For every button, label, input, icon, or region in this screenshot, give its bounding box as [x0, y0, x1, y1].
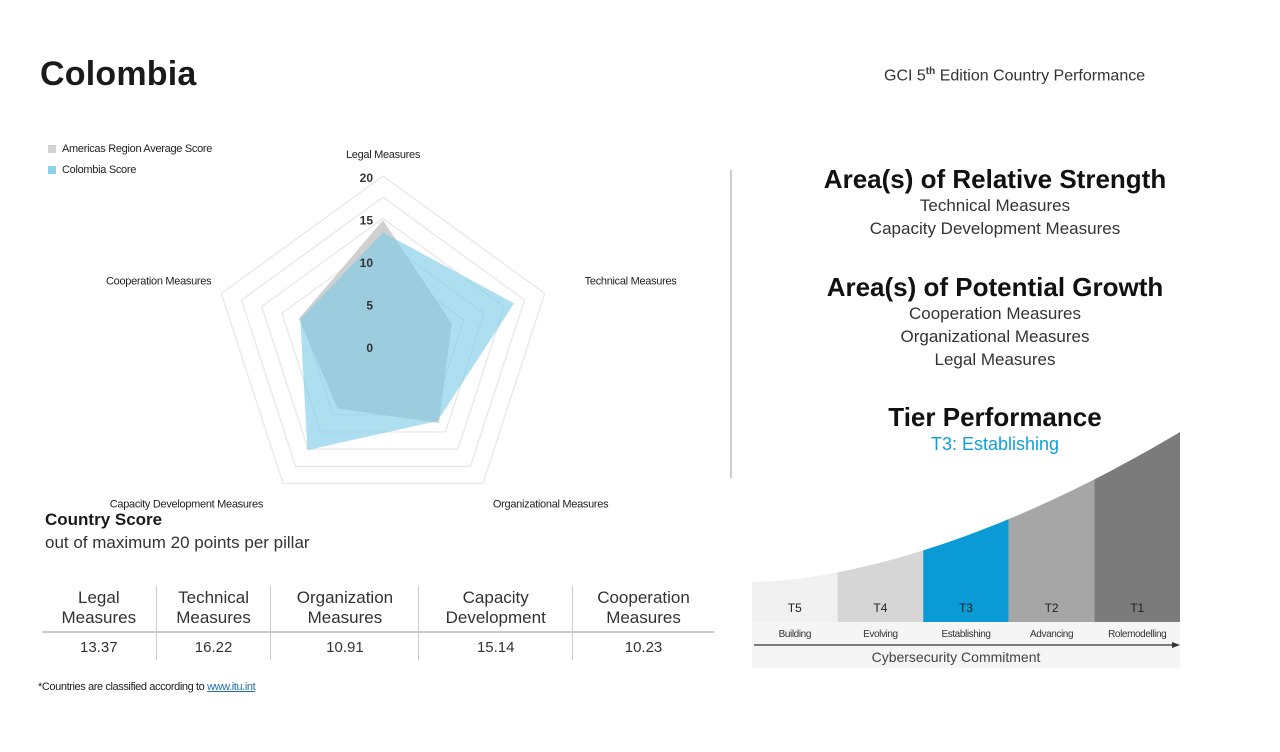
- growth-section: Area(s) of Potential Growth Cooperation …: [745, 272, 1245, 371]
- col-header-line: Technical: [178, 588, 249, 607]
- chart-legend: Americas Region Average Score Colombia S…: [48, 138, 212, 180]
- score-table: Legal Measures Technical Measures Organiza…: [42, 586, 714, 660]
- axis-label: Cooperation Measures: [106, 275, 212, 287]
- tier-section: Tier Performance T3: Establishing: [745, 402, 1245, 456]
- tick-label: 5: [366, 299, 373, 313]
- footnote: *Countries are classified according to w…: [38, 681, 256, 693]
- strength-title: Area(s) of Relative Strength: [823, 164, 1167, 194]
- score-technical: 16.22: [155, 632, 271, 660]
- edition-sup: th: [925, 66, 936, 77]
- col-header-cooperation: Cooperation Measures: [572, 586, 714, 633]
- col-header-line: Development: [445, 608, 546, 627]
- col-header-line: Organization: [296, 588, 394, 607]
- tier-code-label: T3: [959, 601, 973, 615]
- score-table-row: 13.37 16.22 10.91 15.14 10.23: [42, 632, 714, 660]
- col-header-line: Legal: [78, 588, 120, 607]
- score-capacity: 15.14: [418, 632, 573, 660]
- axis-label: Technical Measures: [585, 275, 678, 287]
- footnote-text: *Countries are classified according to: [38, 681, 208, 693]
- footnote-link[interactable]: www.itu.int: [207, 681, 256, 693]
- legend-item-colombia: Colombia Score: [48, 159, 212, 180]
- country-score-title: Country Score: [45, 510, 163, 529]
- edition-subtitle: GCI 5th Edition Country Performance: [884, 66, 1145, 85]
- col-header-organization: Organization Measures: [270, 586, 419, 633]
- growth-item: Cooperation Measures: [909, 304, 1081, 323]
- strength-section: Area(s) of Relative Strength Technical M…: [745, 164, 1245, 240]
- country-title: Colombia: [40, 55, 197, 93]
- tick-label: 10: [360, 256, 374, 270]
- col-header-line: Capacity: [462, 588, 529, 607]
- tier-bar-t1: [1094, 432, 1180, 622]
- edition-suffix: Edition Country Performance: [935, 67, 1146, 85]
- axis-label: Capacity Development Measures: [110, 499, 264, 510]
- score-organization: 10.91: [270, 632, 419, 660]
- radar-chart: 0 5 10 15 20 Legal Measures Technical Measure…: [106, 149, 678, 510]
- tier-value: T3: Establishing: [930, 434, 1060, 454]
- tick-label: 0: [366, 341, 373, 355]
- tier-name-label: Establishing: [941, 629, 990, 640]
- radar-ticks: 0 5 10 15 20: [360, 171, 374, 355]
- tier-performance-chart: T5 Building T4 Evolving T3 Establishing T2 Adva…: [752, 432, 1180, 668]
- vertical-divider: [730, 170, 732, 478]
- radar-axis-labels: Legal Measures Technical Measures Organiza…: [106, 149, 678, 510]
- tier-bar-t2: [1008, 479, 1095, 622]
- grid-ring: [240, 196, 526, 467]
- col-header-line: Cooperation: [597, 588, 690, 607]
- growth-item: Legal Measures: [934, 350, 1056, 369]
- legend-swatch-colombia: [48, 165, 56, 174]
- tier-code-label: T4: [873, 601, 887, 615]
- col-header-legal: Legal Measures: [42, 586, 157, 633]
- country-score-subtitle: out of maximum 20 points per pillar: [45, 533, 310, 552]
- strength-item: Technical Measures: [919, 196, 1071, 215]
- growth-item: Organizational Measures: [900, 327, 1090, 346]
- score-table-header: Legal Measures Technical Measures Organiza…: [42, 586, 714, 633]
- axis-label: Organizational Measures: [493, 499, 609, 510]
- tier-code-label: T1: [1130, 601, 1144, 615]
- tier-code-label: T2: [1045, 601, 1059, 615]
- col-header-line: Measures: [307, 608, 383, 627]
- col-header-line: Measures: [176, 608, 251, 627]
- tier-bars: T5 Building T4 Evolving T3 Establishing T2 Adva…: [752, 432, 1180, 668]
- tier-name-label: Advancing: [1030, 629, 1073, 640]
- col-header-technical: Technical Measures: [155, 586, 271, 633]
- series-area-colombia: [300, 232, 515, 451]
- arrow-head-icon: [1172, 642, 1180, 648]
- col-header-capacity: Capacity Development: [418, 586, 573, 633]
- col-header-line: Measures: [606, 608, 681, 627]
- tier-title: Tier Performance: [888, 402, 1102, 432]
- legend-item-americas: Americas Region Average Score: [48, 138, 212, 159]
- edition-prefix: GCI 5: [884, 67, 926, 85]
- tier-name-label: Building: [779, 629, 811, 640]
- score-legal: 13.37: [80, 639, 118, 656]
- tier-name-label: Rolemodelling: [1108, 629, 1166, 640]
- strength-item: Capacity Development Measures: [869, 219, 1121, 238]
- tier-code-label: T5: [788, 601, 802, 615]
- tier-name-label: Evolving: [863, 629, 898, 640]
- radar-series: [298, 220, 515, 451]
- score-cooperation: 10.23: [572, 632, 714, 660]
- axis-label: Legal Measures: [346, 149, 421, 161]
- legend-label-americas: Americas Region Average Score: [62, 142, 213, 155]
- legend-swatch-americas: [48, 144, 56, 153]
- commitment-axis-label: Cybersecurity Commitment: [872, 649, 1041, 665]
- growth-title: Area(s) of Potential Growth: [826, 272, 1164, 302]
- col-header-line: Measures: [61, 608, 137, 627]
- tick-label: 20: [360, 171, 374, 185]
- legend-label-colombia: Colombia Score: [62, 163, 137, 176]
- tier-bar-t3: [923, 519, 1009, 622]
- tier-bar-t5: [752, 572, 838, 622]
- grid-ring: [220, 175, 546, 485]
- tick-label: 15: [360, 214, 374, 228]
- tier-bar-t4: [837, 550, 924, 622]
